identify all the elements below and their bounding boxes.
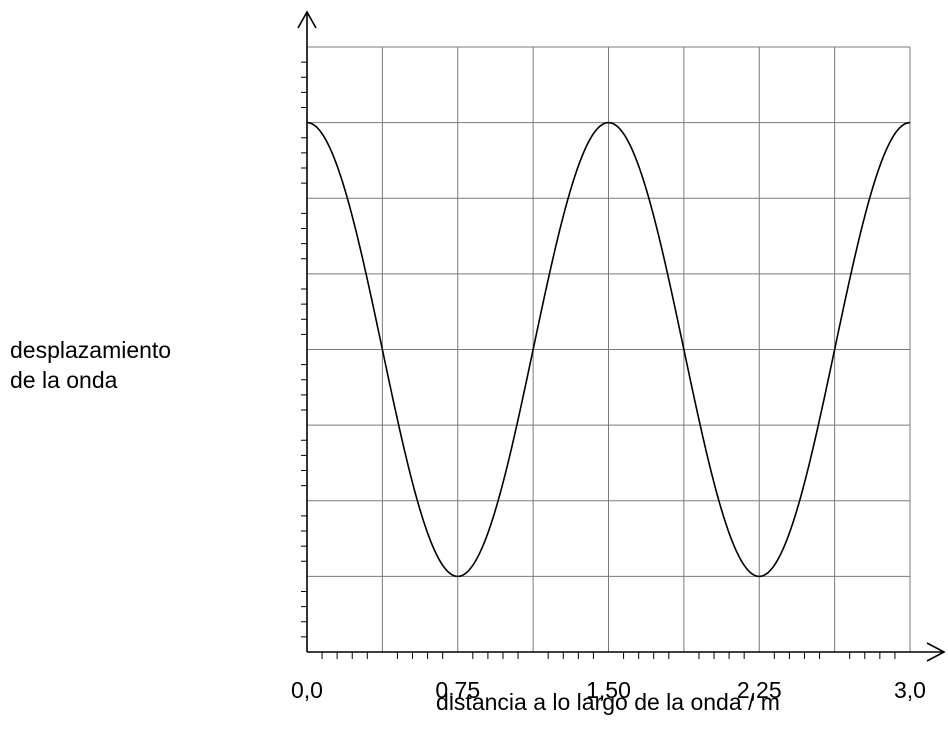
x-tick-label: 1,50 [586,677,631,703]
series-layer [306,121,911,578]
x-tick-label: 3,0 [894,677,926,703]
x-tick-label: 0,75 [435,677,480,703]
y-axis-label-line-1: desplazamiento [10,337,172,363]
y-axis-label: desplazamiento de la onda [10,335,171,395]
x-axis-label: distancia a lo largo de la onda / m [436,689,780,715]
x-tick-labels: 0,0 0,75 1,50 2,25 3,0 [291,677,926,703]
y-axis-label-line-2: de la onda [10,367,118,393]
grid [307,46,911,652]
x-tick-label: 0,0 [291,677,323,703]
tick-marks [301,61,896,659]
x-tick-label: 2,25 [737,677,782,703]
axes [297,10,946,662]
x-axis-arrowhead [926,642,946,662]
y-axis-arrowhead [297,10,317,29]
series-line-wave [306,121,911,578]
